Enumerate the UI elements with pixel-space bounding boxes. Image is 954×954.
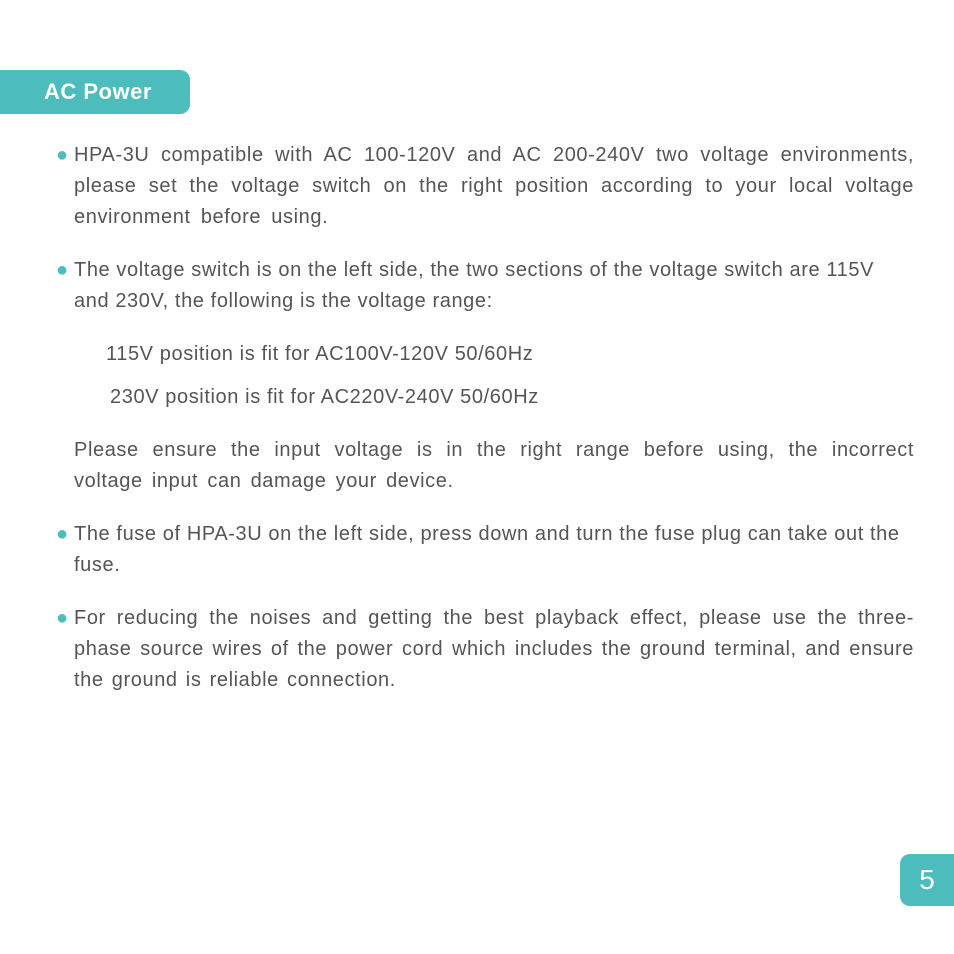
bullet-item: ● The fuse of HPA-3U on the left side, p… (56, 519, 914, 581)
sub-line: 230V position is fit for AC220V-240V 50/… (56, 382, 914, 413)
manual-page: AC Power ● HPA-3U compatible with AC 100… (0, 0, 954, 954)
bullet-item: ● The voltage switch is on the left side… (56, 255, 914, 317)
section-title: AC Power (44, 79, 152, 105)
bullet-text: HPA-3U compatible with AC 100-120V and A… (74, 144, 914, 228)
bullet-text: The voltage switch is on the left side, … (74, 259, 874, 312)
section-header-tab: AC Power (0, 70, 190, 114)
bullet-icon: ● (56, 603, 69, 634)
trailer-text: Please ensure the input voltage is in th… (56, 435, 914, 497)
page-number: 5 (919, 864, 935, 896)
bullet-text: For reducing the noises and getting the … (74, 607, 914, 691)
bullet-item: ● HPA-3U compatible with AC 100-120V and… (56, 140, 914, 233)
bullet-text: The fuse of HPA-3U on the left side, pre… (74, 523, 900, 576)
bullet-icon: ● (56, 519, 69, 550)
bullet-icon: ● (56, 255, 69, 286)
sub-line: 115V position is fit for AC100V-120V 50/… (56, 339, 914, 370)
bullet-icon: ● (56, 140, 69, 171)
content-area: ● HPA-3U compatible with AC 100-120V and… (56, 140, 914, 718)
page-number-tab: 5 (900, 854, 954, 906)
bullet-item: ● For reducing the noises and getting th… (56, 603, 914, 696)
